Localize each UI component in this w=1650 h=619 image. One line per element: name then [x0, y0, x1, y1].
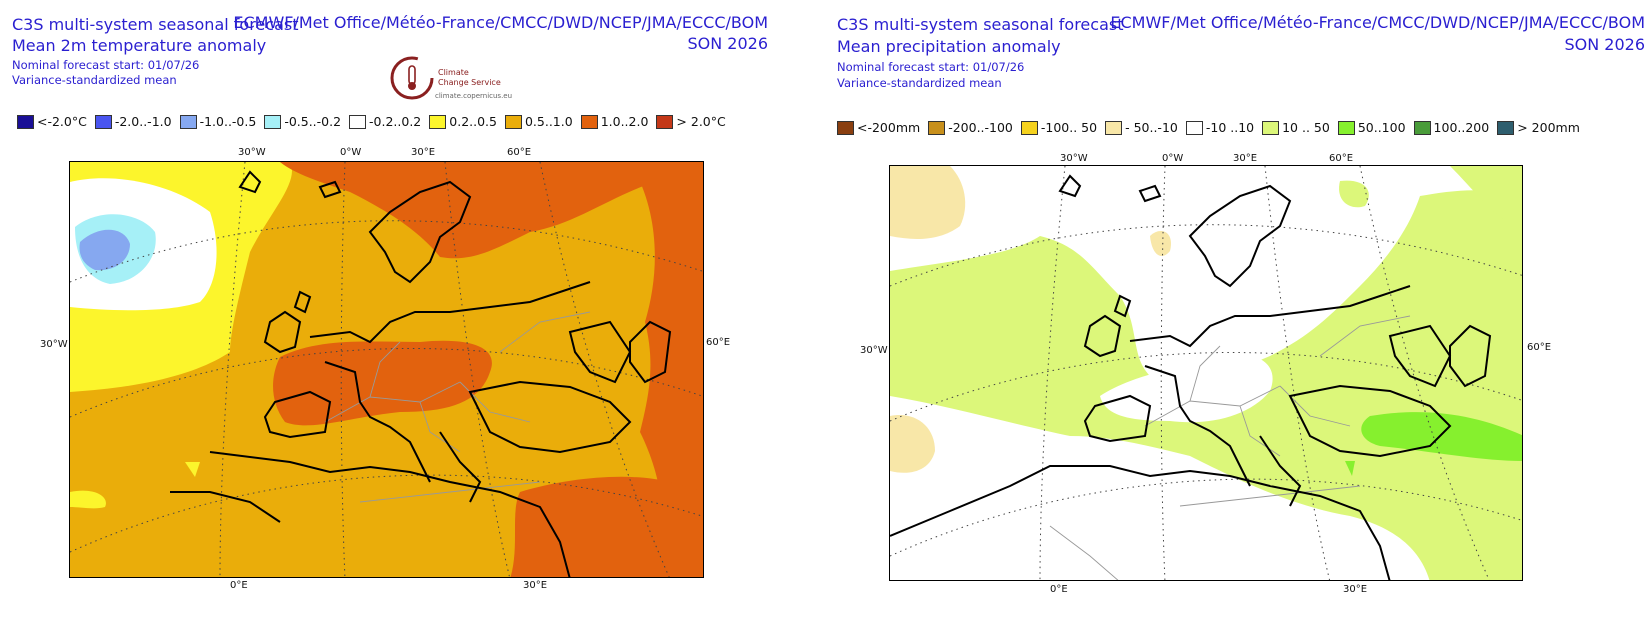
lon-label: 30°E — [523, 580, 548, 591]
legend-label: -10 ..10 — [1205, 120, 1255, 135]
legend-swatch — [656, 114, 674, 129]
legend-swatch — [17, 114, 34, 129]
legend-swatch — [1020, 120, 1038, 135]
legend-item: -0.5..-0.2 — [264, 114, 341, 129]
legend-label: <-2.0°C — [37, 114, 87, 129]
legend-swatch — [580, 114, 598, 129]
lon-label: 30°E — [1343, 584, 1368, 595]
legend-item: <-2.0°C — [17, 114, 87, 129]
panel-title: C3S multi-system seasonal forecast — [12, 15, 299, 34]
legend-item: <-200mm — [837, 120, 920, 135]
legend-swatch — [1262, 120, 1280, 135]
season: SON 2026 — [687, 34, 768, 53]
forecast-start: Nominal forecast start: 01/07/26 — [12, 58, 200, 72]
legend-label: 10 .. 50 — [1282, 120, 1330, 135]
legend-swatch — [264, 114, 282, 129]
legend-item: 10 .. 50 — [1262, 120, 1330, 135]
legend-label: -0.2..0.2 — [369, 114, 422, 129]
panel-subtitle: Mean precipitation anomaly — [837, 37, 1061, 56]
legend-item: -10 ..10 — [1185, 120, 1255, 135]
legend-swatch — [928, 120, 946, 135]
legend-item: > 200mm — [1497, 120, 1580, 135]
legend-item: -100.. 50 — [1020, 120, 1098, 135]
temperature-panel: C3S multi-system seasonal forecast Mean … — [12, 13, 768, 591]
panel-title: C3S multi-system seasonal forecast — [837, 15, 1124, 34]
legend-label: -100.. 50 — [1040, 120, 1098, 135]
legend-item: -2.0..-1.0 — [94, 114, 172, 129]
legend-swatch — [429, 114, 447, 129]
precipitation-map-svg — [890, 166, 1522, 580]
legend-label: > 200mm — [1517, 120, 1580, 135]
lon-label: 30°E — [1233, 153, 1258, 164]
legend-swatch — [1497, 120, 1515, 135]
legend-item: -1.0..-0.5 — [179, 114, 257, 129]
precipitation-panel: C3S multi-system seasonal forecast Mean … — [825, 0, 1650, 619]
temperature-legend: <-2.0°C -2.0..-1.0 -1.0..-0.5 -0.5..-0.2 -0.… — [17, 114, 734, 129]
legend-item: 0.5..1.0 — [504, 114, 573, 129]
legend-label: > 2.0°C — [676, 114, 726, 129]
lat-label: 30°W — [860, 345, 888, 356]
logo-text-line2: Change Service — [438, 78, 501, 87]
temperature-map — [69, 161, 704, 578]
legend-item: 50..100 — [1337, 120, 1406, 135]
legend-label: 50..100 — [1357, 120, 1406, 135]
providers: ECMWF/Met Office/Météo-France/CMCC/DWD/N… — [1110, 13, 1645, 32]
legend-item: - 50..-10 — [1105, 120, 1178, 135]
providers: ECMWF/Met Office/Météo-France/CMCC/DWD/N… — [233, 13, 768, 32]
copernicus-logo: Climate Change Service — [390, 56, 501, 100]
legend-label: - 50..-10 — [1125, 120, 1178, 135]
season: SON 2026 — [1564, 35, 1645, 54]
legend-swatch — [179, 114, 197, 129]
legend-swatch — [94, 114, 112, 129]
forecast-start: Nominal forecast start: 01/07/26 — [837, 60, 1025, 74]
temperature-map-svg — [70, 162, 703, 577]
lon-label: 30°W — [1060, 153, 1088, 164]
panel-subtitle: Mean 2m temperature anomaly — [12, 36, 267, 55]
legend-swatch — [837, 120, 854, 135]
legend-label: -0.5..-0.2 — [284, 114, 342, 129]
logo-url: climate.copernicus.eu — [435, 92, 513, 100]
lon-label: 60°E — [1329, 153, 1354, 164]
legend-item: 0.2..0.5 — [429, 114, 497, 129]
lon-label: 0°E — [1050, 584, 1068, 595]
method-note: Variance-standardized mean — [837, 76, 1002, 90]
legend-swatch — [1337, 120, 1355, 135]
legend-item: > 2.0°C — [656, 114, 726, 129]
legend-label: -200..-100 — [948, 120, 1013, 135]
logo-text-line1: Climate — [438, 68, 469, 77]
legend-swatch — [349, 114, 367, 129]
legend-item: -0.2..0.2 — [349, 114, 421, 129]
lat-label: 30°W — [40, 339, 68, 350]
lon-label: 0°W — [340, 147, 362, 158]
legend-swatch — [1105, 120, 1123, 135]
climate-logo-icon — [390, 56, 434, 100]
legend-swatch — [1413, 120, 1431, 135]
legend-item: 1.0..2.0 — [580, 114, 649, 129]
legend-label: 0.2..0.5 — [449, 114, 497, 129]
lon-label: 0°E — [230, 580, 248, 591]
lat-label: 60°E — [706, 337, 731, 348]
legend-label: 1.0..2.0 — [600, 114, 649, 129]
precipitation-map — [889, 165, 1523, 581]
legend-item: 100..200 — [1413, 120, 1490, 135]
legend-swatch — [504, 114, 522, 129]
legend-label: 0.5..1.0 — [524, 114, 573, 129]
legend-swatch — [1185, 120, 1203, 135]
lon-label: 30°E — [411, 147, 436, 158]
lon-label: 60°E — [507, 147, 532, 158]
precipitation-legend: <-200mm -200..-100 -100.. 50 - 50..-10 -10 .… — [837, 120, 1588, 135]
legend-item: -200..-100 — [928, 120, 1013, 135]
lon-label: 0°W — [1162, 153, 1184, 164]
lat-label: 60°E — [1527, 342, 1552, 353]
legend-label: 100..200 — [1433, 120, 1490, 135]
lon-label: 30°W — [238, 147, 266, 158]
legend-label: -2.0..-1.0 — [114, 114, 172, 129]
method-note: Variance-standardized mean — [12, 73, 177, 87]
legend-label: -1.0..-0.5 — [199, 114, 257, 129]
legend-label: <-200mm — [857, 120, 921, 135]
